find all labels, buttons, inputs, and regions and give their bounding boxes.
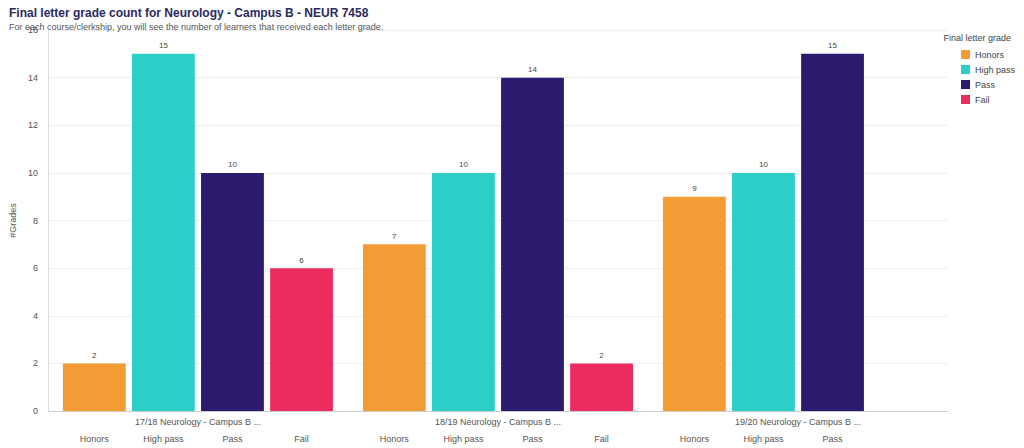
svg-text:Pass: Pass [975,80,996,90]
svg-text:2: 2 [599,351,604,360]
svg-text:4: 4 [33,311,38,321]
svg-text:15: 15 [828,41,837,50]
svg-text:19/20 Neurology - Campus B ...: 19/20 Neurology - Campus B ... [735,417,861,427]
svg-text:Final letter grade count for N: Final letter grade count for Neurology -… [9,6,369,20]
svg-text:Fail: Fail [975,95,990,105]
svg-text:Fail: Fail [594,434,609,444]
svg-text:6: 6 [33,263,38,273]
svg-text:Pass: Pass [522,434,543,444]
svg-text:10: 10 [459,160,468,169]
svg-text:Pass: Pass [222,434,243,444]
svg-text:Honors: Honors [80,434,110,444]
svg-text:Honors: Honors [380,434,410,444]
svg-text:Final letter grade: Final letter grade [943,33,1011,43]
svg-text:Pass: Pass [823,434,844,444]
svg-text:6: 6 [299,256,304,265]
svg-text:For each course/clerkship, you: For each course/clerkship, you will see … [9,22,383,32]
svg-text:High pass: High pass [975,65,1016,75]
svg-text:0: 0 [33,406,38,416]
svg-text:17/18 Neurology - Campus B ...: 17/18 Neurology - Campus B ... [135,417,261,427]
svg-text:15: 15 [159,41,168,50]
svg-text:Honors: Honors [975,50,1005,60]
svg-text:9: 9 [692,184,697,193]
svg-text:10: 10 [228,160,237,169]
svg-text:High pass: High pass [443,434,484,444]
svg-text:8: 8 [33,216,38,226]
svg-text:High pass: High pass [743,434,784,444]
svg-text:12: 12 [28,120,38,130]
svg-text:2: 2 [33,358,38,368]
svg-text:7: 7 [392,232,397,241]
svg-text:2: 2 [92,351,97,360]
svg-text:10: 10 [759,160,768,169]
svg-text:14: 14 [28,73,38,83]
svg-text:High pass: High pass [143,434,184,444]
svg-text:18/19 Neurology - Campus B ...: 18/19 Neurology - Campus B ... [435,417,561,427]
svg-text:Fail: Fail [294,434,309,444]
svg-text:Honors: Honors [680,434,710,444]
svg-text:#Grades: #Grades [8,203,18,238]
svg-text:14: 14 [528,65,537,74]
svg-text:10: 10 [28,168,38,178]
